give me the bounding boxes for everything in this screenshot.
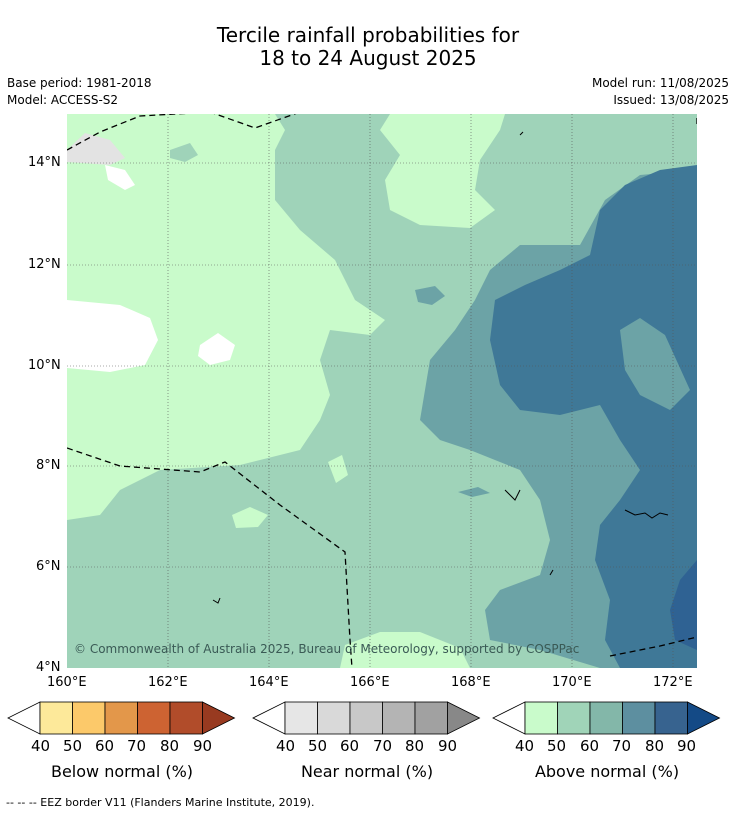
colorbar-below-normal <box>7 701 236 735</box>
islands <box>212 131 669 604</box>
colorbar-segment <box>137 701 171 735</box>
colorbar-segment <box>622 701 656 735</box>
lon-label-172e: 172°E <box>653 675 693 690</box>
cb-above-tick-50: 50 <box>547 737 567 755</box>
cb-near-title: Near normal (%) <box>300 762 434 781</box>
cb-below-tick-60: 60 <box>95 737 115 755</box>
colorbar-segment <box>39 701 73 735</box>
field-above-50-60-patch1 <box>170 143 198 162</box>
cb-below-tick-80: 80 <box>160 737 180 755</box>
cb-above-title: Above normal (%) <box>534 762 680 781</box>
field-above-60-70-patch2 <box>458 487 490 497</box>
model-run: Model run: 11/08/2025 <box>591 76 729 90</box>
cb-near-tick-70: 70 <box>373 737 393 755</box>
cb-near-tick-90: 90 <box>438 737 458 755</box>
cb-below-tick-40: 40 <box>31 737 51 755</box>
cb-below-tick-90: 90 <box>193 737 213 755</box>
colorbar-near-normal <box>252 701 481 735</box>
field-near-normal-3 <box>198 333 235 365</box>
field-above-40-50-patch2 <box>328 455 348 483</box>
colorbar-segment <box>557 701 591 735</box>
field-above-60-70-inner <box>620 318 690 410</box>
colorbar-arrow-right <box>447 701 481 735</box>
colorbar-arrow-right <box>687 701 721 735</box>
cb-near-tick-60: 60 <box>340 737 360 755</box>
lon-label-166e: 166°E <box>350 675 390 690</box>
cb-above-tick-70: 70 <box>612 737 632 755</box>
colorbar-segment <box>382 701 416 735</box>
map-title-line1: Tercile rainfall probabilities for <box>216 23 520 47</box>
colorbar-arrow-right <box>202 701 236 735</box>
cb-below-tick-50: 50 <box>63 737 83 755</box>
lat-label-12n: 12°N <box>28 257 61 272</box>
cb-below-title: Below normal (%) <box>50 762 194 781</box>
colorbars <box>7 701 721 735</box>
colorbar-arrow-left <box>492 701 526 735</box>
base-period: Base period: 1981-2018 <box>7 76 152 90</box>
cb-near-tick-50: 50 <box>308 737 328 755</box>
colorbar-segment <box>317 701 351 735</box>
cb-above-tick-90: 90 <box>677 737 697 755</box>
copyright-notice: © Commonwealth of Australia 2025, Bureau… <box>74 642 580 656</box>
colorbar-segment <box>589 701 623 735</box>
lat-label-4n: 4°N <box>36 660 61 675</box>
field-near-normal-4 <box>105 165 135 190</box>
colorbar-segment <box>349 701 383 735</box>
field-above-50-60-patch2 <box>67 562 100 585</box>
colorbar-segment <box>284 701 318 735</box>
field-above-40-50-patch1 <box>232 507 268 528</box>
lon-label-170e: 170°E <box>552 675 592 690</box>
lon-label-160e: 160°E <box>47 675 87 690</box>
model-name: Model: ACCESS-S2 <box>7 93 119 107</box>
colorbar-segment <box>169 701 203 735</box>
colorbar-arrow-left <box>7 701 41 735</box>
lon-label-164e: 164°E <box>249 675 289 690</box>
colorbar-segment <box>104 701 138 735</box>
lon-label-168e: 168°E <box>451 675 491 690</box>
colorbar-above-normal <box>492 701 721 735</box>
field-near-normal-2 <box>67 300 158 372</box>
cb-above-tick-40: 40 <box>515 737 535 755</box>
field-above-40-50-south <box>340 632 470 668</box>
cb-near-tick-40: 40 <box>276 737 296 755</box>
eez-borders <box>67 114 697 668</box>
field-above-40-50-west <box>67 114 385 520</box>
cb-above-tick-80: 80 <box>645 737 665 755</box>
colorbar-segment <box>72 701 106 735</box>
field-above-60-70-patch1 <box>415 286 445 305</box>
colorbar-segment <box>524 701 558 735</box>
lon-label-162e: 162°E <box>148 675 188 690</box>
field-near-normal-1 <box>67 133 125 165</box>
field-above-40-50-north <box>380 114 505 228</box>
colorbar-segment <box>654 701 688 735</box>
colorbar-segment <box>414 701 448 735</box>
cb-below-tick-70: 70 <box>127 737 147 755</box>
cb-near-tick-80: 80 <box>405 737 425 755</box>
gridlines <box>67 114 697 668</box>
cb-above-tick-60: 60 <box>580 737 600 755</box>
eez-footnote: -- -- -- EEZ border V11 (Flanders Marine… <box>6 796 315 809</box>
colorbar-arrow-left <box>252 701 286 735</box>
lat-label-8n: 8°N <box>36 458 61 473</box>
issued-date: Issued: 13/08/2025 <box>613 93 729 107</box>
lat-label-14n: 14°N <box>28 155 61 170</box>
lat-label-6n: 6°N <box>36 559 61 574</box>
map-title-line2: 18 to 24 August 2025 <box>259 46 477 70</box>
lat-label-10n: 10°N <box>28 358 61 373</box>
field-above-70-80 <box>490 165 697 668</box>
field-above-80-90 <box>670 560 697 650</box>
